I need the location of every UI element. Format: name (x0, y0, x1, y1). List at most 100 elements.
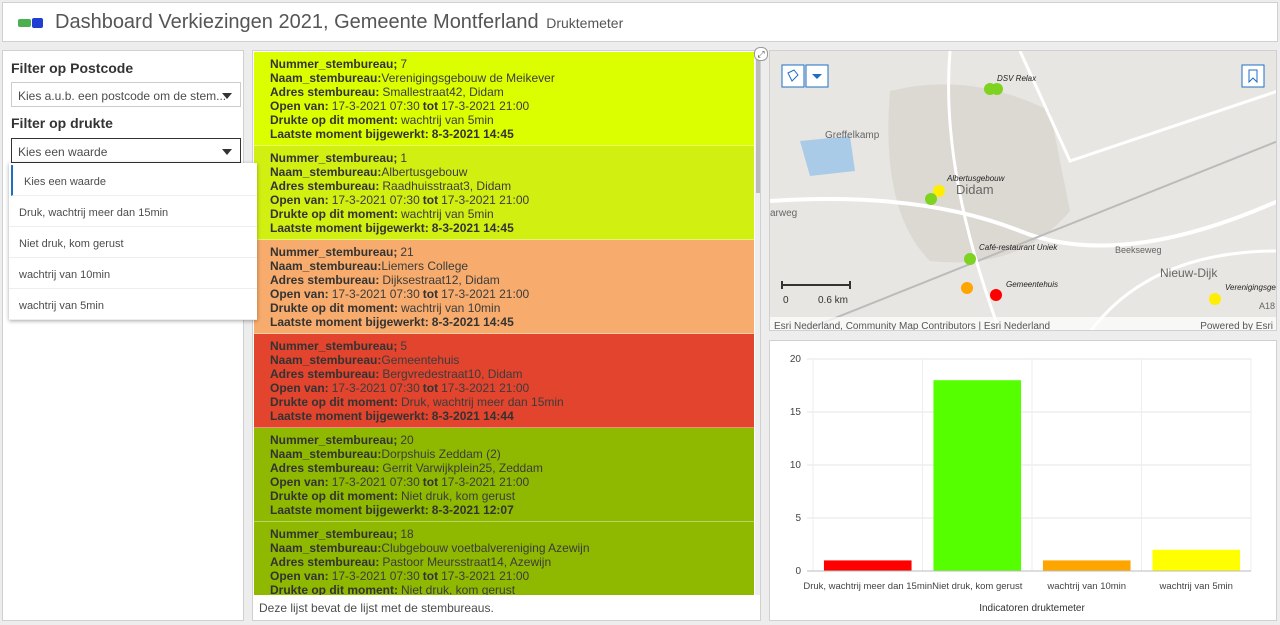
field-value: 8-3-2021 14:45 (431, 221, 514, 236)
field-label: Adres stembureau: (270, 179, 380, 194)
map-place-label: Nieuw-Dijk (1160, 266, 1218, 280)
filter-panel: Filter op Postcode Kies a.u.b. een postc… (2, 50, 244, 621)
road (1089, 249, 1276, 330)
list-item[interactable]: Nummer_stembureau; 21 Naam_stembureau:Liem… (254, 240, 754, 334)
field-label: Open van: (270, 193, 329, 208)
attribution: Esri Nederland, Community Map Contributo… (774, 321, 1050, 331)
field-value: wachtrij van 10min (401, 301, 501, 316)
list-item[interactable]: Nummer_stembureau; 18 Naam_stembureau:Club… (254, 522, 754, 595)
list-item[interactable]: Nummer_stembureau; 7 Naam_stembureau:Veren… (254, 52, 754, 146)
list-item[interactable]: Nummer_stembureau; 20 Naam_stembureau:Dorp… (254, 428, 754, 522)
field: Adres stembureau: Gerrit Varwijkplein25, … (270, 461, 738, 475)
field-label: Naam_stembureau: (270, 259, 382, 274)
field-label: Adres stembureau: (270, 555, 380, 570)
map-place-label: A18 (1259, 301, 1275, 311)
field-label: Nummer_stembureau; (270, 151, 398, 165)
field-label: tot (422, 193, 439, 208)
list: Nummer_stembureau; 7 Naam_stembureau:Veren… (254, 52, 754, 595)
field-label: Laatste moment bijgewerkt: (270, 127, 429, 142)
field-value: wachtrij van 5min (401, 113, 494, 128)
map-point[interactable] (925, 193, 937, 205)
field-value: 21 (400, 245, 414, 259)
x-tick-label: Druk, wachtrij meer dan 15min (803, 581, 932, 592)
field-value: 17-3-2021 21:00 (441, 193, 530, 208)
field-label: Naam_stembureau: (270, 447, 382, 462)
y-tick-label: 5 (795, 513, 801, 524)
field: Naam_stembureau:Gemeentehuis (270, 353, 738, 367)
field-value: Druk, wachtrij meer dan 15min (401, 395, 564, 410)
field: Open van: 17-3-2021 07:30 tot 17-3-2021 21:… (270, 475, 738, 489)
dropdown-option[interactable]: wachtrij van 5min (9, 289, 257, 320)
field-label: tot (422, 287, 439, 302)
x-tick-label: wachtrij van 5min (1159, 581, 1233, 592)
dropdown-option[interactable]: Kies een waarde (11, 165, 257, 196)
icon (787, 69, 799, 82)
field: Drukte op dit moment: Niet druk, kom geru… (270, 489, 738, 503)
postcode-select[interactable]: Kies a.u.b. een postcode om de stem... (11, 82, 241, 107)
field-label: Adres stembureau: (270, 461, 380, 476)
field: Naam_stembureau:Verenigingsgebouw de Mei… (270, 71, 738, 85)
list-item[interactable]: Nummer_stembureau; 5 Naam_stembureau:Gemee… (254, 334, 754, 428)
field: Laatste moment bijgewerkt: 8-3-2021 12:07 (270, 503, 738, 517)
map-poi-label: Verenigingsge (1225, 283, 1276, 292)
field-label: Laatste moment bijgewerkt: (270, 409, 429, 424)
y-tick-label: 10 (790, 460, 802, 471)
field: Drukte op dit moment: wachtrij van 5min (270, 113, 738, 127)
chart: 0 5 10 15 20 Druk, wachtrij meer dan 15min Nie… (790, 354, 1252, 614)
map-place-label: arweg (770, 208, 797, 219)
dropdown-option[interactable]: wachtrij van 10min (9, 258, 257, 289)
y-tick-label: 15 (790, 407, 802, 418)
scrollbar[interactable] (755, 52, 760, 595)
field: Open van: 17-3-2021 07:30 tot 17-3-2021 21:… (270, 99, 738, 113)
field-value: Verenigingsgebouw de Meikever (381, 71, 555, 86)
field-label: Laatste moment bijgewerkt: (270, 221, 429, 236)
road (770, 197, 1276, 248)
field-value: 20 (400, 433, 414, 447)
field-value: Niet druk, kom gerust (401, 489, 516, 504)
railway (802, 140, 1276, 330)
field-value: 17-3-2021 21:00 (441, 569, 530, 584)
map-panel: Didam Nieuw-Dijk Greffelkamp A18 Beekseweg ar… (769, 50, 1277, 331)
field: Drukte op dit moment: Niet druk, kom geru… (270, 583, 738, 595)
drukte-select[interactable]: Kies een waarde (11, 138, 241, 163)
field: Laatste moment bijgewerkt: 8-3-2021 14:45 (270, 315, 738, 329)
map-point[interactable] (990, 289, 1002, 301)
dropdown-option[interactable]: Niet druk, kom gerust (9, 227, 257, 258)
field-label: Drukte op dit moment: (270, 395, 398, 410)
list-item[interactable]: Nummer_stembureau; 1 Naam_stembureau:Alber… (254, 146, 754, 240)
y-tick-label: 0 (795, 566, 801, 577)
field-value: Gerrit Varwijkplein25, Zeddam (382, 461, 543, 476)
field-label: tot (422, 475, 439, 490)
bar (1042, 560, 1131, 571)
dropdown-option[interactable]: Druk, wachtrij meer dan 15min (9, 196, 257, 227)
field-value: Dijksestraat12, Didam (382, 273, 500, 288)
map-point[interactable] (991, 83, 1003, 95)
attribution-bg (770, 317, 1276, 330)
scale-bar (781, 281, 851, 289)
chart-panel: 0 5 10 15 20 Druk, wachtrij meer dan 15min Nie… (769, 340, 1277, 621)
map-place-label: Greffelkamp (825, 130, 880, 141)
bar (933, 380, 1022, 571)
expand-button[interactable]: ⤢ (754, 47, 768, 61)
map-point[interactable] (964, 253, 976, 265)
field: Adres stembureau: Dijksestraat12, Didam (270, 273, 738, 287)
field-label: Drukte op dit moment: (270, 301, 398, 316)
field: Drukte op dit moment: wachtrij van 5min (270, 207, 738, 221)
field: Adres stembureau: Bergvredestraat10, Dida… (270, 367, 738, 381)
field-value: Liemers College (381, 259, 469, 274)
field-label: Naam_stembureau: (270, 165, 382, 180)
map-point[interactable] (1209, 293, 1221, 305)
field-value: 17-3-2021 21:00 (441, 381, 530, 396)
map-point[interactable] (961, 282, 973, 294)
field-label: Nummer_stembureau; (270, 245, 398, 259)
bookmark-button[interactable] (1241, 64, 1265, 88)
field-value: 17-3-2021 07:30 (331, 569, 420, 584)
map-point[interactable] (933, 185, 945, 197)
map-tool[interactable] (781, 64, 805, 88)
map-poi-label: Albertusgebouw (946, 174, 1006, 183)
field: Laatste moment bijgewerkt: 8-3-2021 14:45 (270, 127, 738, 141)
field-label: Nummer_stembureau; (270, 339, 398, 353)
field: Naam_stembureau:Clubgebouw voetbalvereni… (270, 541, 738, 555)
field-label: Nummer_stembureau; (270, 527, 398, 541)
